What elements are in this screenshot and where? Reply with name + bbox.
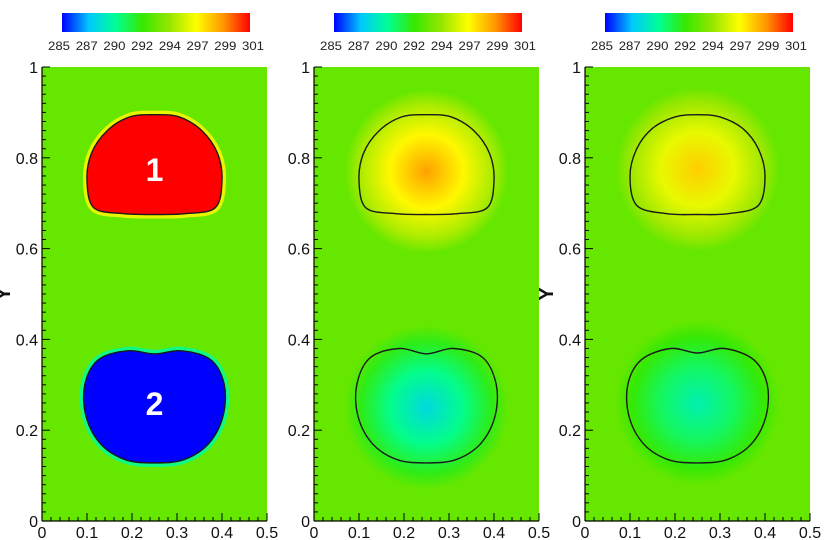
y-tick-label: 0.8 [16, 151, 38, 168]
blob-1-fill [331, 86, 522, 257]
axis-ticks [41, 66, 268, 522]
x-tick-label: 0.1 [348, 525, 370, 540]
y-tick-label: 0.8 [559, 151, 581, 168]
x-tick-label: 0.3 [709, 525, 731, 540]
y-tick-label: 0.6 [288, 242, 310, 259]
colorbar-tick-label: 287 [619, 39, 641, 53]
y-axis-label: Y [536, 287, 558, 301]
y-tick-label: 0 [301, 514, 310, 531]
colorbar-tick-label: 299 [214, 39, 236, 53]
y-tick-label: 0.6 [16, 242, 38, 259]
blob-2-fill [83, 350, 226, 463]
blobs [602, 84, 793, 488]
colorbar-tick-label: 285 [591, 39, 613, 53]
x-tick-label: 0.2 [121, 525, 143, 540]
y-tick-label: 1 [572, 60, 581, 77]
x-tick-label: 0.1 [619, 525, 641, 540]
colorbar-tick-label: 292 [403, 39, 425, 53]
colorbar-tick-label: 297 [730, 39, 752, 53]
x-tick-label: 0.4 [211, 525, 233, 540]
colorbar-tick-label: 290 [646, 39, 668, 53]
colorbar-ticks: 285 287 290 292 294 297 299 301 [591, 39, 807, 53]
colorbar-tick-label: 301 [242, 39, 264, 53]
colorbar-tick-label: 292 [131, 39, 153, 53]
blob-2-fill [331, 322, 522, 493]
y-tick-label: 1 [301, 60, 310, 77]
blob-1-contour [86, 113, 223, 216]
colorbar-tick-label: 301 [514, 39, 536, 53]
blob-2-contour [354, 347, 499, 464]
blob-label: 1 [146, 152, 164, 188]
x-tick-label: 0.4 [483, 525, 505, 540]
x-tick-label: 0 [310, 525, 319, 540]
axis-ticks [584, 66, 811, 522]
colorbar-tick-label: 294 [702, 39, 724, 53]
y-tick-label: 0.8 [288, 151, 310, 168]
panel-1: 285 287 290 292 294 297 299 301 1 2 0 0.2 0.4 0.6 0.8 1… [0, 13, 278, 540]
colorbar-tick-label: 299 [757, 39, 779, 53]
y-tick-label: 0.4 [288, 332, 310, 349]
colorbar-tick-label: 285 [48, 39, 70, 53]
y-axis-label: Y [0, 287, 15, 301]
x-tick-label: 0.4 [754, 525, 776, 540]
blob-1-fill [86, 114, 223, 215]
colorbar-tick-label: 292 [674, 39, 696, 53]
colorbar [334, 13, 522, 32]
x-tick-label: 0 [581, 525, 590, 540]
blob-2-contour [625, 347, 770, 464]
x-tick-label: 0.5 [528, 525, 550, 540]
colorbar-tick-label: 294 [431, 39, 453, 53]
panel-2: 285 287 290 292 294 297 299 301 0 0.2 0.4 0.6 0.8 1 0 0… [288, 13, 550, 540]
x-tick-label: 0 [38, 525, 47, 540]
x-tick-label: 0.3 [166, 525, 188, 540]
blob-2-contour [82, 349, 227, 464]
colorbar-tick-label: 301 [785, 39, 807, 53]
colorbar-tick-label: 294 [159, 39, 181, 53]
x-tick-label: 0.2 [393, 525, 415, 540]
blob-1-contour [629, 114, 766, 216]
blobs [331, 86, 522, 493]
y-tick-label: 1 [29, 60, 38, 77]
colorbar [605, 13, 793, 32]
y-tick-label: 0 [29, 514, 38, 531]
blob-label: 2 [146, 386, 164, 422]
colorbar-tick-label: 297 [187, 39, 209, 53]
y-tick-label: 0.2 [559, 423, 581, 440]
y-tick-label: 0.2 [16, 423, 38, 440]
blob-2-fill [602, 317, 793, 488]
colorbar-ticks: 285 287 290 292 294 297 299 301 [320, 39, 536, 53]
colorbar-tick-label: 299 [486, 39, 508, 53]
colorbar-ticks: 285 287 290 292 294 297 299 301 [48, 39, 264, 53]
colorbar-tick-label: 287 [76, 39, 98, 53]
blob-1-contour [358, 113, 495, 216]
colorbar-tick-label: 285 [320, 39, 342, 53]
x-tick-label: 0.2 [664, 525, 686, 540]
colorbar-tick-label: 290 [103, 39, 125, 53]
colorbar-tick-label: 287 [348, 39, 370, 53]
colorbar-tick-label: 290 [375, 39, 397, 53]
x-tick-label: 0.1 [76, 525, 98, 540]
colorbar-tick-label: 297 [459, 39, 481, 53]
y-tick-label: 0.4 [16, 332, 38, 349]
panel-3: 285 287 290 292 294 297 299 301 0 0.2 0.4 0.6 0.8 1 0 0… [536, 13, 821, 540]
y-tick-label: 0.2 [288, 423, 310, 440]
x-tick-label: 0.5 [799, 525, 821, 540]
x-tick-label: 0.3 [438, 525, 460, 540]
y-tick-label: 0.6 [559, 242, 581, 259]
y-tick-label: 0 [572, 514, 581, 531]
axis-ticks [313, 66, 540, 522]
colorbar [62, 13, 250, 32]
x-tick-label: 0.5 [256, 525, 278, 540]
y-tick-label: 0.4 [559, 332, 581, 349]
blobs [79, 110, 230, 467]
